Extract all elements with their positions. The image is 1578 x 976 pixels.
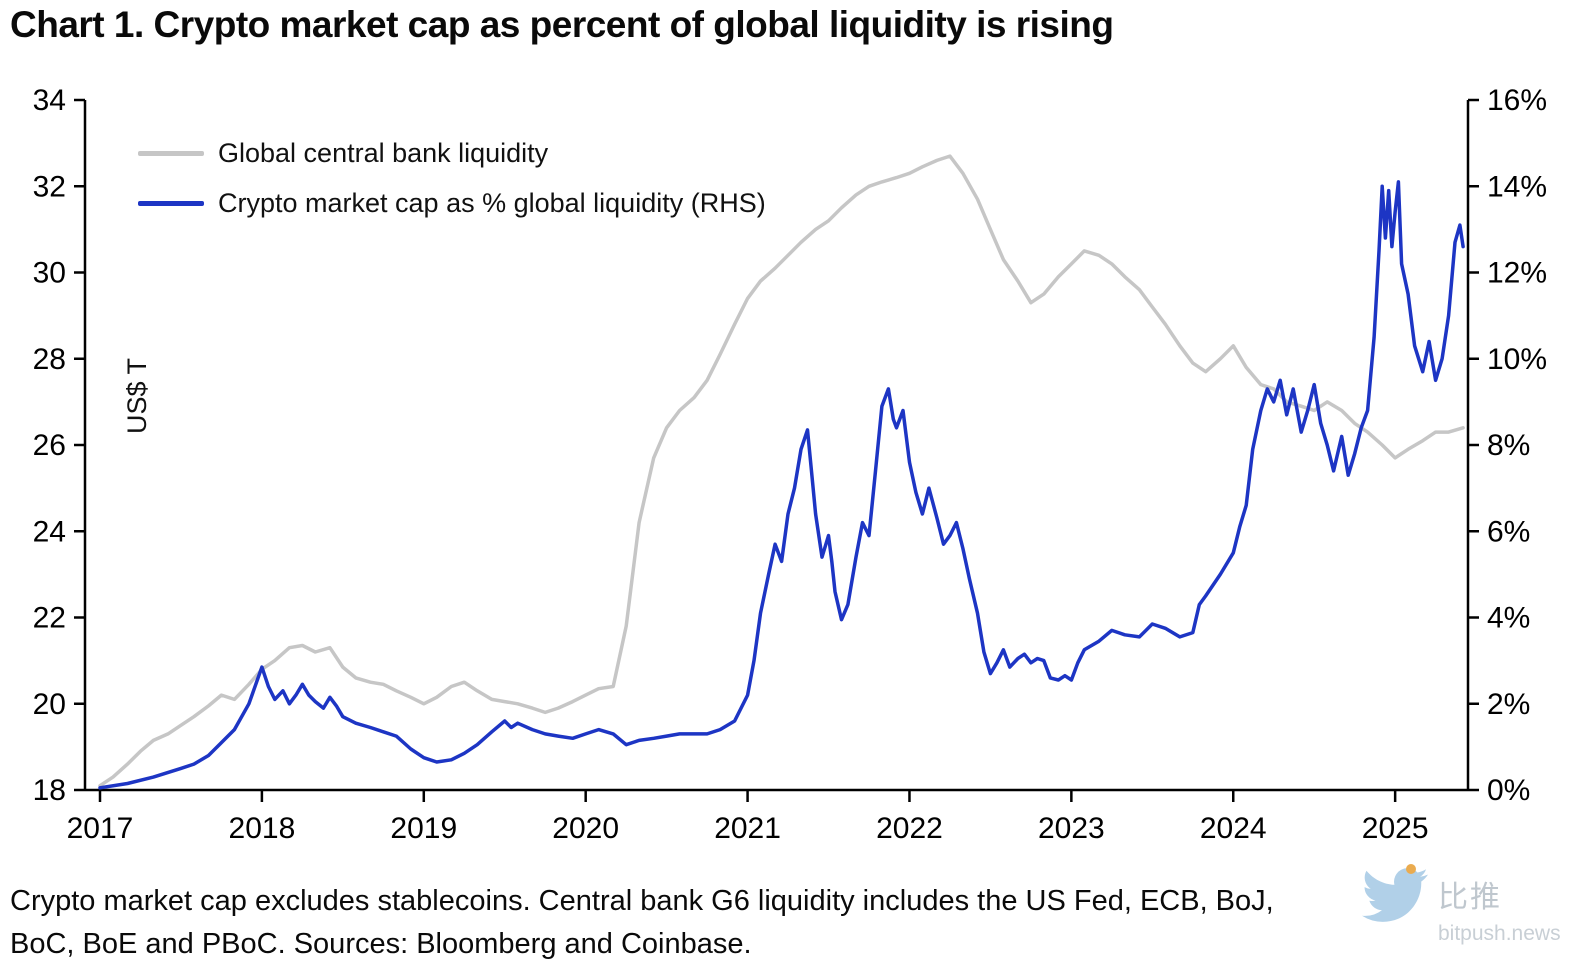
svg-text:2024: 2024 (1200, 812, 1267, 845)
svg-text:12%: 12% (1487, 257, 1547, 290)
svg-text:34: 34 (33, 84, 66, 117)
svg-text:20: 20 (33, 688, 66, 721)
svg-text:14%: 14% (1487, 170, 1547, 203)
svg-text:6%: 6% (1487, 515, 1530, 548)
legend-swatch-crypto (138, 200, 204, 206)
legend-item-crypto: Crypto market cap as % global liquidity … (138, 178, 766, 228)
watermark-orange-dot (1406, 864, 1416, 874)
svg-text:28: 28 (33, 343, 66, 376)
footnote-line-2: BoC, BoE and PBoC. Sources: Bloomberg an… (10, 927, 752, 960)
svg-text:0%: 0% (1487, 774, 1530, 807)
svg-text:4%: 4% (1487, 602, 1530, 635)
legend-label-crypto: Crypto market cap as % global liquidity … (218, 187, 766, 218)
legend-label-liquidity: Global central bank liquidity (218, 137, 549, 168)
svg-text:8%: 8% (1487, 429, 1530, 462)
y-axis-label-left: US$ T (122, 358, 152, 435)
watermark: 比推 bitpush.news (1362, 862, 1572, 946)
chart-title: Chart 1. Crypto market cap as percent of… (10, 4, 1114, 45)
svg-text:16%: 16% (1487, 84, 1547, 117)
svg-text:24: 24 (33, 515, 66, 548)
svg-text:2020: 2020 (552, 812, 619, 845)
svg-text:2017: 2017 (67, 812, 134, 845)
svg-text:2025: 2025 (1362, 812, 1429, 845)
watermark-cn: 比推 (1438, 881, 1502, 914)
svg-text:22: 22 (33, 602, 66, 635)
svg-text:18: 18 (33, 774, 66, 807)
footnote: Crypto market cap excludes stablecoins. … (10, 880, 1274, 966)
twitter-bird-icon (1362, 862, 1434, 934)
svg-text:2018: 2018 (229, 812, 296, 845)
svg-text:2023: 2023 (1038, 812, 1105, 845)
legend: Global central bank liquidity Crypto mar… (138, 128, 766, 228)
svg-text:10%: 10% (1487, 343, 1547, 376)
watermark-texts: 比推 bitpush.news (1438, 872, 1561, 946)
svg-text:26: 26 (33, 429, 66, 462)
svg-text:2021: 2021 (714, 812, 781, 845)
svg-text:2%: 2% (1487, 688, 1530, 721)
svg-text:2019: 2019 (390, 812, 457, 845)
footnote-line-1: Crypto market cap excludes stablecoins. … (10, 885, 1274, 917)
watermark-domain: bitpush.news (1438, 922, 1561, 945)
svg-text:2022: 2022 (876, 812, 943, 845)
svg-text:32: 32 (33, 170, 66, 203)
legend-item-liquidity: Global central bank liquidity (138, 128, 766, 178)
svg-text:30: 30 (33, 257, 66, 290)
legend-swatch-liquidity (138, 150, 204, 156)
